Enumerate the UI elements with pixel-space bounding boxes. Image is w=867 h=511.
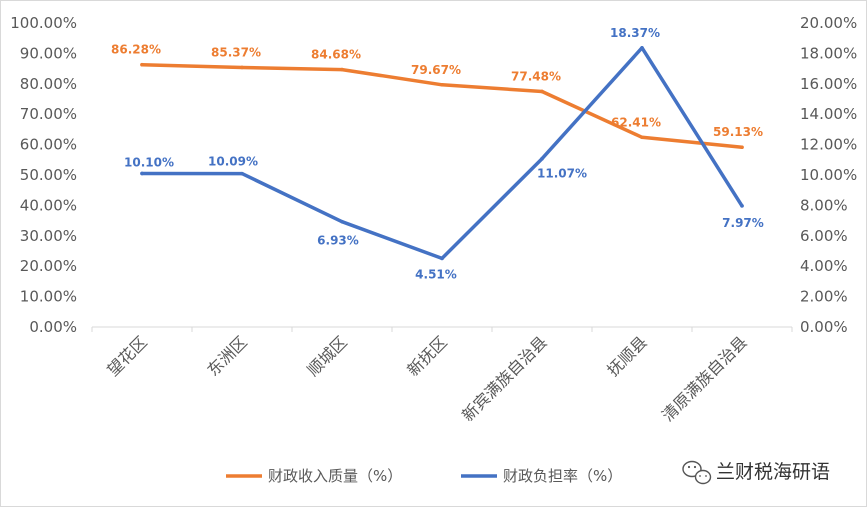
right-tick-label: 2.00% <box>800 288 848 306</box>
right-tick-label: 14.00% <box>800 105 857 123</box>
watermark-text: 兰财税海研语 <box>716 461 830 483</box>
data-point <box>140 62 144 67</box>
data-label: 62.41% <box>611 115 661 129</box>
data-label: 59.13% <box>713 125 763 139</box>
right-tick-label: 20.00% <box>800 14 857 32</box>
data-point <box>240 65 244 70</box>
data-label: 7.97% <box>722 216 764 230</box>
data-label: 86.28% <box>111 43 161 57</box>
data-label: 77.48% <box>511 69 561 83</box>
right-tick-label: 8.00% <box>800 196 848 214</box>
data-label: 84.68% <box>311 48 361 62</box>
left-y-axis: 0.00% 10.00% 20.00% 30.00% 40.00% 50.00% 60.00… <box>10 14 77 336</box>
left-tick-label: 60.00% <box>20 136 77 154</box>
left-tick-label: 40.00% <box>20 196 77 214</box>
data-point <box>440 83 444 87</box>
left-tick-label: 20.00% <box>20 257 77 275</box>
data-point <box>340 67 344 72</box>
data-point <box>540 156 544 161</box>
left-tick-label: 30.00% <box>20 227 77 245</box>
right-tick-label: 4.00% <box>800 257 848 275</box>
right-tick-label: 16.00% <box>800 75 857 93</box>
data-label: 10.10% <box>124 155 174 169</box>
left-tick-label: 70.00% <box>20 105 77 123</box>
right-y-axis: 0.00% 2.00% 4.00% 6.00% 8.00% 10.00% 12.00% 14.… <box>800 14 857 336</box>
data-label: 6.93% <box>317 234 359 248</box>
data-point <box>240 171 244 176</box>
right-tick-label: 6.00% <box>800 227 848 245</box>
data-label: 11.07% <box>537 167 587 181</box>
data-point <box>340 219 344 224</box>
series-layer <box>140 45 744 261</box>
left-tick-label: 0.00% <box>29 318 77 336</box>
legend-label-income-quality: 财政收入质量（%） <box>268 467 402 485</box>
data-point <box>540 89 544 94</box>
left-tick-label: 50.00% <box>20 166 77 184</box>
data-point <box>640 45 644 50</box>
data-label: 79.67% <box>411 63 461 77</box>
right-tick-label: 12.00% <box>800 136 857 154</box>
wechat-icon <box>682 460 712 485</box>
right-tick-label: 0.00% <box>800 318 848 336</box>
left-tick-label: 80.00% <box>20 75 77 93</box>
left-tick-label: 90.00% <box>20 44 77 62</box>
right-tick-label: 10.00% <box>800 166 857 184</box>
data-point <box>640 135 644 140</box>
data-point <box>140 171 144 176</box>
data-label: 10.09% <box>208 155 258 169</box>
data-label: 4.51% <box>415 267 457 281</box>
data-label: 18.37% <box>610 26 660 40</box>
data-point <box>740 204 744 208</box>
legend: 财政收入质量（%） 财政负担率（%） <box>226 467 622 485</box>
right-tick-label: 18.00% <box>800 44 857 62</box>
data-point <box>740 145 744 150</box>
data-label: 85.37% <box>211 45 261 59</box>
data-label-layer: 86.28% 85.37% 84.68% 79.67% 77.48% 62.41% 59.1… <box>111 26 764 282</box>
left-tick-label: 10.00% <box>20 288 77 306</box>
watermark: 兰财税海研语 <box>682 460 830 485</box>
left-tick-label: 100.00% <box>10 14 77 32</box>
data-point <box>440 256 444 261</box>
legend-label-burden-rate: 财政负担率（%） <box>503 467 622 485</box>
